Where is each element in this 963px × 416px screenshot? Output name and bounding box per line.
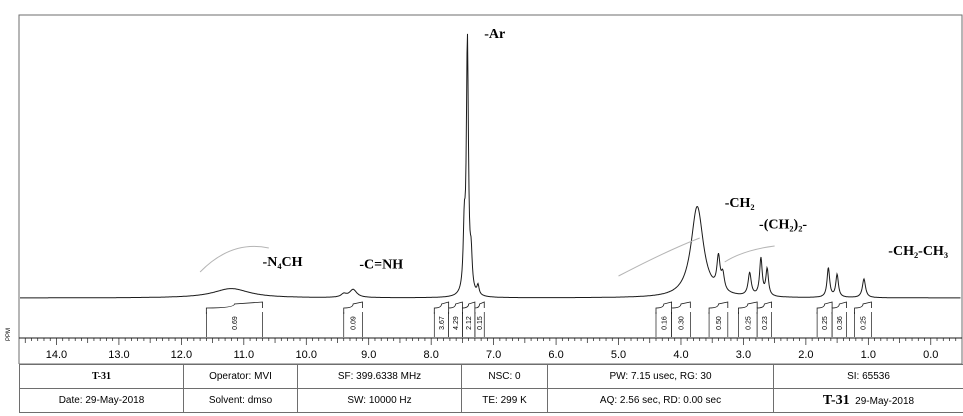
x-tick-label: 3.0 (736, 349, 751, 361)
table-row: T-31 Operator: MVI SF: 399.6338 MHz NSC:… (19, 364, 963, 389)
x-tick-label: 5.0 (611, 349, 626, 361)
integral-bracket (461, 301, 476, 314)
x-tick-label: 13.0 (108, 349, 129, 361)
integral-value: 0.25 (822, 316, 829, 330)
integral-value: 0.16 (661, 316, 668, 330)
integral-value: 0.50 (716, 316, 723, 330)
integral-value: 0.30 (678, 316, 685, 330)
integral-value: 0.15 (477, 316, 484, 330)
x-tick-label: 4.0 (673, 349, 688, 361)
integral-bracket (854, 301, 872, 314)
integral-bracket (433, 301, 450, 314)
x-tick-label: 0.0 (923, 349, 938, 361)
scan-count-cell: NSC: 0 (461, 364, 548, 389)
footer-sample-name: T-31 (822, 392, 850, 408)
integral-value: 0.23 (762, 316, 769, 330)
x-tick-label: 10.0 (296, 349, 317, 361)
integral-bracket (708, 301, 729, 314)
integral-bracket (655, 301, 673, 314)
pulse-width-cell: PW: 7.15 usec, RG: 30 (547, 364, 774, 389)
integral-value: 0.25 (745, 316, 752, 330)
integral-value: 2.12 (466, 316, 473, 330)
integral-bracket (474, 301, 485, 314)
sample-name: T-31 (19, 364, 184, 389)
peak-annotation: -C=NH (359, 258, 403, 273)
x-tick-label: 12.0 (171, 349, 192, 361)
size-cell: SI: 65536 (773, 364, 963, 389)
integral-curve (199, 245, 269, 273)
footer-sample-cell: T-31 29-May-2018 (773, 388, 963, 413)
peak-annotation: -CH₂-CH₃ (888, 244, 948, 259)
spectrometer-frequency-cell: SF: 399.6338 MHz (297, 364, 462, 389)
integral-value: 0.36 (837, 316, 844, 330)
temperature-cell: TE: 299 K (461, 388, 548, 413)
integral-curve (724, 245, 775, 263)
acquisition-time-cell: AQ: 2.56 sec, RD: 0.00 sec (547, 388, 774, 413)
x-tick-label: 14.0 (46, 349, 67, 361)
integral-bracket (671, 301, 691, 314)
integral-bracket (816, 301, 833, 314)
x-tick-label: 8.0 (424, 349, 439, 361)
date-cell: Date: 29-May-2018 (19, 388, 184, 413)
integral-bracket (738, 301, 758, 314)
plot-frame (18, 14, 963, 364)
integral-bracket (343, 301, 363, 314)
ppm-axis-label: PPM (6, 327, 12, 341)
spectrum-plot: 0.69 0.09 3.67 4.29 2.12 0.15 0.16 0.30 0.50 0.25… (18, 14, 963, 364)
integral-bracket (448, 301, 463, 314)
table-row: Date: 29-May-2018 Solvent: dmso SW: 1000… (19, 388, 963, 413)
integral-value: 4.29 (453, 316, 460, 330)
integral-curve (618, 237, 700, 277)
integral-bracket (831, 301, 847, 314)
peak-annotation: -Ar (484, 27, 505, 42)
sweep-width-cell: SW: 10000 Hz (297, 388, 462, 413)
x-tick-label: 2.0 (798, 349, 813, 361)
integral-value: 0.25 (861, 316, 868, 330)
peak-annotation: -N₄CH (263, 255, 303, 270)
x-tick-label: 7.0 (486, 349, 501, 361)
x-tick-label: 9.0 (361, 349, 376, 361)
acquisition-parameters-table: T-31 Operator: MVI SF: 399.6338 MHz NSC:… (19, 364, 963, 413)
peak-annotation: -(CH₂)₂- (759, 217, 807, 232)
solvent-cell: Solvent: dmso (183, 388, 298, 413)
integral-value: 3.67 (439, 316, 446, 330)
x-tick-label: 6.0 (548, 349, 563, 361)
operator-cell: Operator: MVI (183, 364, 298, 389)
x-tick-label: 1.0 (861, 349, 876, 361)
spectrum-trace (20, 33, 961, 299)
integral-bracket (205, 301, 263, 314)
x-tick-label: 11.0 (234, 349, 255, 361)
integral-bracket (756, 301, 772, 314)
peak-annotation: -CH₂ (725, 196, 755, 211)
footer-date: 29-May-2018 (855, 395, 915, 407)
integral-value: 0.09 (351, 316, 358, 330)
integral-value: 0.69 (232, 316, 239, 330)
